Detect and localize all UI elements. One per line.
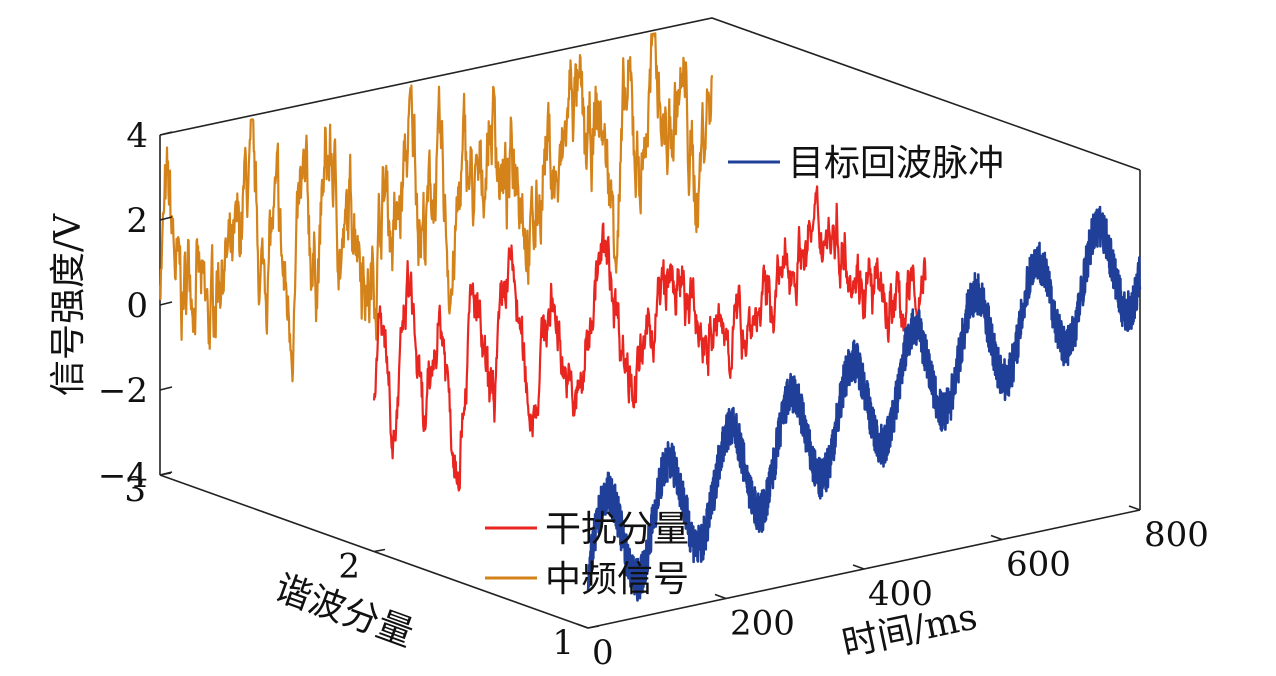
z-tick-label: −2: [98, 371, 148, 411]
x-tick-mark: [576, 623, 589, 629]
z-tick-label: −4: [98, 456, 148, 496]
z-tick-label: 0: [126, 286, 148, 326]
z-tick-mark: [159, 301, 173, 306]
x-tick-mark: [714, 593, 727, 600]
x-tick-label: 400: [868, 574, 933, 614]
legend-if-label: 中频信号: [545, 559, 689, 600]
y-tick-label: 1: [552, 623, 574, 663]
series-line-2: [158, 32, 714, 383]
y-tick-label: 2: [338, 547, 360, 587]
z-tick-mark: [159, 131, 173, 136]
tick-layer: 4 2 0 −2 −4 1 2 3 0 200 400 600 800: [98, 116, 1209, 673]
legend-interference-label: 干扰分量: [545, 509, 689, 550]
y-tick-mark: [159, 472, 172, 476]
x-tick-mark: [1128, 505, 1141, 511]
box-back-top-edge: [159, 17, 1141, 171]
z-axis-title: 信号强度/V: [48, 213, 89, 396]
legend-echo-label: 目标回波脉冲: [788, 143, 1004, 184]
legend-lower: 干扰分量 中频信号: [485, 509, 689, 600]
series-layer: [158, 32, 1142, 602]
x-tick-label: 800: [1144, 515, 1209, 555]
legend-echo: 目标回波脉冲: [728, 143, 1004, 184]
z-tick-label: 2: [126, 201, 148, 241]
series-line-0: [586, 205, 1142, 602]
y-tick-mark: [587, 625, 600, 629]
x-tick-mark: [852, 564, 865, 570]
x-tick-label: 600: [1006, 545, 1071, 585]
z-tick-mark: [159, 216, 173, 221]
z-tick-label: 4: [126, 116, 148, 156]
series-line-1: [372, 185, 927, 492]
x-tick-mark: [990, 534, 1003, 541]
x-tick-label: 0: [592, 633, 614, 673]
x-tick-label: 200: [730, 604, 795, 644]
y-tick-mark: [373, 548, 386, 553]
z-tick-mark: [159, 386, 173, 391]
y-tick-label: 3: [124, 470, 146, 510]
